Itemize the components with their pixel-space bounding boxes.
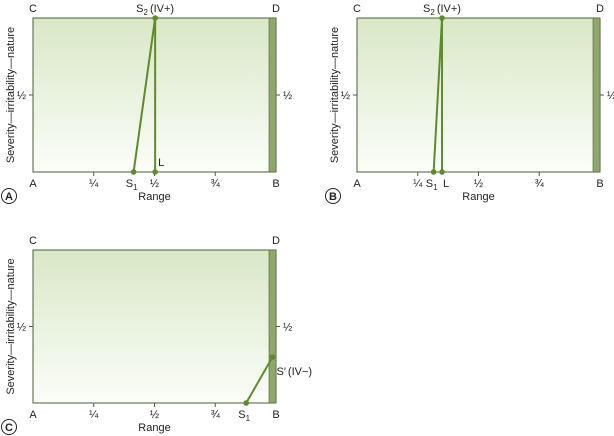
limit-bar bbox=[592, 17, 601, 173]
panel-marker-label: A bbox=[5, 191, 13, 203]
point-l bbox=[152, 169, 158, 175]
x-axis-title: Range bbox=[138, 191, 170, 203]
point-s-prime bbox=[269, 354, 276, 360]
corner-label-a: A bbox=[29, 409, 37, 421]
diagram-box bbox=[356, 17, 601, 173]
x-tick-label: ½ bbox=[150, 409, 159, 421]
point-s2 bbox=[152, 15, 158, 21]
line-s1-s2 bbox=[432, 17, 444, 173]
point-label-s2: S2 (IV+) bbox=[136, 3, 174, 17]
x-tick-label: ¾ bbox=[211, 409, 221, 421]
corner-label-c: C bbox=[29, 235, 37, 247]
y-axis-title: Severity—irritability—nature bbox=[5, 258, 17, 394]
corner-label-a: A bbox=[29, 178, 37, 190]
y-tick-label-right: ½ bbox=[283, 322, 292, 334]
panel-marker-label: B bbox=[329, 191, 337, 203]
y-axis-title: Severity—irritability—nature bbox=[5, 27, 17, 163]
point-s1 bbox=[430, 169, 437, 175]
panel-marker bbox=[325, 188, 341, 204]
x-tick-label: ½ bbox=[150, 178, 159, 190]
y-tick-label-left: ½ bbox=[17, 90, 26, 102]
point-label-s2: S2 (IV+) bbox=[423, 3, 461, 17]
x-tick-label: ¾ bbox=[535, 178, 545, 190]
corner-label-d: D bbox=[272, 3, 280, 15]
x-tick-label: ¾ bbox=[211, 178, 221, 190]
y-tick-label-right: ½ bbox=[607, 90, 614, 102]
y-tick-label-left: ½ bbox=[341, 90, 350, 102]
point-l bbox=[439, 169, 445, 175]
corner-label-b: B bbox=[272, 409, 279, 421]
point-s2 bbox=[439, 15, 445, 21]
panel-marker-label: C bbox=[5, 422, 13, 434]
x-axis-title: Range bbox=[462, 191, 494, 203]
corner-label-a: A bbox=[353, 178, 361, 190]
line-s1-s-prime bbox=[245, 356, 274, 404]
x-tick-label: ¼ bbox=[89, 409, 99, 421]
point-label-s-prime: S′ (IV−) bbox=[277, 366, 313, 378]
corner-label-b: B bbox=[596, 178, 603, 190]
x-axis-title: Range bbox=[138, 422, 170, 434]
limit-bar bbox=[268, 249, 277, 404]
limit-bar bbox=[268, 17, 277, 173]
x-tick-label: ¼ bbox=[413, 178, 423, 190]
corner-label-c: C bbox=[353, 3, 361, 15]
point-label-l: L bbox=[158, 157, 164, 169]
point-s1 bbox=[130, 169, 137, 175]
y-tick-label-right: ½ bbox=[283, 90, 292, 102]
point-label-l: L bbox=[443, 178, 449, 190]
y-tick-label-left: ½ bbox=[17, 322, 26, 334]
point-label-s1: S1 bbox=[426, 178, 438, 192]
point-label-s1: S1 bbox=[126, 178, 138, 192]
corner-label-c: C bbox=[29, 3, 37, 15]
panel-a: C DA B¼ ½ ¾½ ½RangeSeverity—irritability—natu… bbox=[1, 3, 292, 204]
panel-b: C DA B¼ ½ ¾½ ½RangeSeverity—irritability—natu… bbox=[325, 3, 614, 204]
panel-marker bbox=[1, 419, 17, 435]
line-s1-s2 bbox=[132, 17, 157, 173]
corner-label-d: D bbox=[596, 3, 604, 15]
panel-marker bbox=[1, 188, 17, 204]
point-s1 bbox=[243, 400, 249, 406]
corner-label-b: B bbox=[272, 178, 279, 190]
diagram-box bbox=[32, 249, 277, 404]
x-tick-label: ¼ bbox=[89, 178, 99, 190]
panel-c: C DA B¼ ½ ¾½ ½RangeSeverity—irritability—natu… bbox=[1, 235, 313, 435]
corner-label-d: D bbox=[272, 235, 280, 247]
y-axis-title: Severity—irritability—nature bbox=[329, 27, 341, 163]
point-label-s1: S1 bbox=[238, 409, 250, 423]
x-tick-label: ½ bbox=[474, 178, 483, 190]
